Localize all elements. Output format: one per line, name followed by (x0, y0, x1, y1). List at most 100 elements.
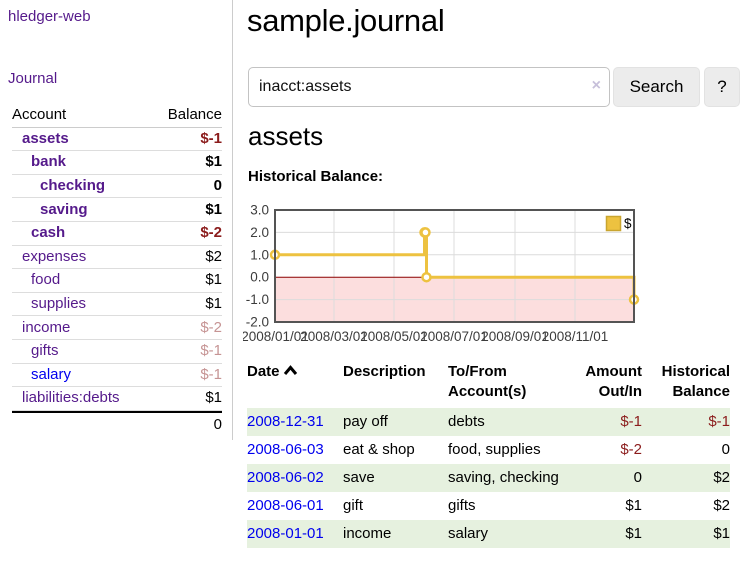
account-row: cash $-2 (12, 222, 222, 246)
transaction-description: gift (343, 492, 448, 520)
sidebar-item-journal[interactable]: Journal (8, 70, 57, 87)
table-row: 2008-01-01incomesalary$1$1 (247, 520, 730, 548)
x-axis-tick-label: 2008/05/01 (360, 329, 428, 344)
account-row: assets$-1 (12, 128, 222, 152)
column-header-date[interactable]: Date (247, 358, 343, 408)
y-axis-tick-label: -1.0 (246, 292, 269, 307)
accounts-balance-table: Account Balance assets$-1bank$1checking0… (12, 104, 222, 435)
sidebar-account-link[interactable]: food (12, 269, 60, 291)
y-axis-tick-label: 1.0 (250, 247, 269, 262)
transaction-description: save (343, 464, 448, 492)
accounts-total-row: 0 (12, 411, 222, 435)
accounts-table-header: Account Balance (12, 104, 222, 128)
table-row: 2008-06-03eat & shopfood, supplies$-20 (247, 436, 730, 464)
transaction-amount: $1 (560, 520, 642, 548)
accounts-rows: assets$-1bank$1checking0saving$1cash$-2e… (12, 128, 222, 411)
x-axis-tick-label: 2008/11/01 (542, 329, 609, 344)
brand-link[interactable]: hledger-web (8, 8, 91, 25)
transaction-date-link[interactable]: 2008-06-02 (247, 469, 324, 486)
main-content: sample.journal × Search ? assets Histori… (247, 0, 742, 582)
sidebar-account-link[interactable]: salary (12, 364, 71, 386)
sidebar-account-balance: $1 (205, 269, 222, 291)
transaction-balance: $1 (642, 520, 730, 548)
sidebar: hledger-web Journal Account Balance asse… (0, 0, 233, 582)
account-heading: assets (248, 121, 323, 152)
accounts-total-balance: 0 (214, 413, 222, 435)
search-button[interactable]: Search (613, 67, 700, 107)
balance-column-header: Balance (168, 104, 222, 126)
register-header-row: Date Description To/From Account(s) Amou… (247, 358, 730, 408)
transaction-date-link[interactable]: 2008-06-01 (247, 497, 324, 514)
account-row: checking 0 (12, 175, 222, 199)
account-row: gifts $-1 (12, 340, 222, 364)
sidebar-divider (232, 0, 233, 440)
y-axis-tick-label: 2.0 (250, 225, 269, 240)
hledger-web-app: hledger-web Journal Account Balance asse… (0, 0, 742, 582)
transaction-amount: $1 (560, 492, 642, 520)
chart-title: Historical Balance: (248, 168, 383, 185)
sidebar-account-balance: $1 (205, 387, 222, 409)
account-row: saving $1 (12, 198, 222, 222)
sidebar-account-link[interactable]: liabilities:debts (12, 387, 120, 409)
transaction-balance: $2 (642, 464, 730, 492)
sidebar-account-link[interactable]: checking (12, 175, 105, 197)
account-row: bank $1 (12, 151, 222, 175)
data-point-marker (421, 228, 429, 236)
transaction-description: income (343, 520, 448, 548)
transaction-accounts: debts (448, 408, 560, 436)
legend-swatch (607, 217, 621, 231)
sidebar-account-balance: $-2 (200, 222, 222, 244)
account-row: expenses $2 (12, 246, 222, 270)
sidebar-account-link[interactable]: assets (12, 128, 69, 150)
transaction-date-link[interactable]: 2008-06-03 (247, 441, 324, 458)
column-header-amount: Amount Out/In (560, 358, 642, 408)
sidebar-account-link[interactable]: supplies (12, 293, 86, 315)
sidebar-account-balance: $2 (205, 246, 222, 268)
search-box: × (248, 67, 610, 107)
search-input[interactable] (248, 67, 610, 107)
sidebar-account-balance: 0 (214, 175, 222, 197)
sidebar-account-link[interactable]: cash (12, 222, 65, 244)
y-axis-tick-label: -2.0 (246, 315, 269, 330)
clear-search-icon[interactable]: × (592, 77, 601, 95)
transaction-balance: $-1 (642, 408, 730, 436)
column-header-description: Description (343, 358, 448, 408)
help-button[interactable]: ? (704, 67, 740, 107)
data-point-marker (422, 273, 430, 281)
transaction-amount: $-1 (560, 408, 642, 436)
table-row: 2008-06-02savesaving, checking0$2 (247, 464, 730, 492)
account-row: income $-2 (12, 316, 222, 340)
transaction-description: eat & shop (343, 436, 448, 464)
sidebar-account-link[interactable]: gifts (12, 340, 59, 362)
account-row: liabilities:debts $1 (12, 387, 222, 411)
sidebar-account-balance: $-1 (200, 364, 222, 386)
transaction-accounts: gifts (448, 492, 560, 520)
historical-balance-chart[interactable]: 3.02.01.00.0-1.0-2.02008/01/012008/03/01… (243, 203, 703, 351)
sidebar-account-balance: $1 (205, 199, 222, 221)
transaction-date-link[interactable]: 2008-01-01 (247, 525, 324, 542)
sidebar-account-link[interactable]: income (12, 317, 70, 339)
account-row: food $1 (12, 269, 222, 293)
sidebar-account-balance: $-2 (200, 317, 222, 339)
x-axis-tick-label: 2008/07/01 (420, 329, 488, 344)
transaction-accounts: salary (448, 520, 560, 548)
x-axis-tick-label: 2008/03/01 (300, 329, 368, 344)
sort-asc-icon (283, 365, 298, 376)
account-row: supplies $1 (12, 293, 222, 317)
legend-label: $ (624, 216, 632, 231)
x-axis-tick-label: 2008/09/01 (481, 329, 549, 344)
transaction-description: pay off (343, 408, 448, 436)
transaction-balance: $2 (642, 492, 730, 520)
page-title: sample.journal (247, 3, 444, 39)
sidebar-account-link[interactable]: bank (12, 151, 66, 173)
y-axis-tick-label: 3.0 (250, 203, 269, 218)
register-table: Date Description To/From Account(s) Amou… (247, 358, 730, 548)
transaction-accounts: food, supplies (448, 436, 560, 464)
transaction-balance: 0 (642, 436, 730, 464)
sidebar-account-link[interactable]: saving (12, 199, 88, 221)
transaction-date-link[interactable]: 2008-12-31 (247, 413, 324, 430)
sidebar-account-balance: $1 (205, 293, 222, 315)
sidebar-account-balance: $1 (205, 151, 222, 173)
sidebar-account-balance: $-1 (200, 340, 222, 362)
sidebar-account-link[interactable]: expenses (12, 246, 86, 268)
